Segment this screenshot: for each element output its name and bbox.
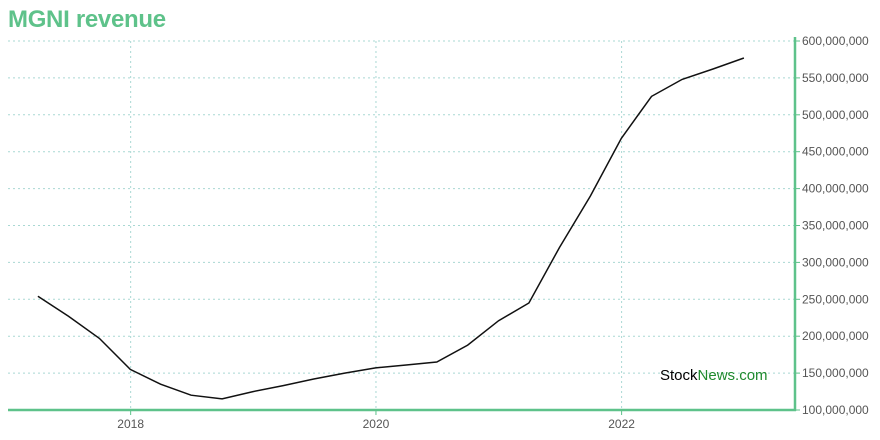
y-tick-label: 350,000,000 [802, 219, 869, 233]
y-tick-label: 550,000,000 [802, 71, 869, 85]
watermark: StockNews.com [660, 367, 768, 384]
y-tick-label: 600,000,000 [802, 34, 869, 48]
y-tick-label: 500,000,000 [802, 108, 869, 122]
y-tick-label: 450,000,000 [802, 145, 869, 159]
y-tick-label: 300,000,000 [802, 255, 869, 269]
axes: 100,000,000 150,000,000 200,000,000 250,000… [8, 34, 869, 431]
y-tick-label: 150,000,000 [802, 366, 869, 380]
y-tick-label: 100,000,000 [802, 403, 869, 417]
y-tick-label: 250,000,000 [802, 292, 869, 306]
watermark-news: News.com [698, 367, 768, 384]
chart-title: MGNI revenue [8, 6, 166, 33]
series-layer [37, 57, 745, 400]
x-tick-label: 2020 [363, 417, 390, 431]
grid-lines [8, 40, 795, 411]
y-tick-label: 200,000,000 [802, 329, 869, 343]
x-tick-label: 2022 [608, 417, 635, 431]
revenue-line [37, 57, 745, 400]
x-tick-label: 2018 [117, 417, 144, 431]
y-tick-label: 400,000,000 [802, 182, 869, 196]
watermark-stock: Stock [660, 367, 698, 384]
